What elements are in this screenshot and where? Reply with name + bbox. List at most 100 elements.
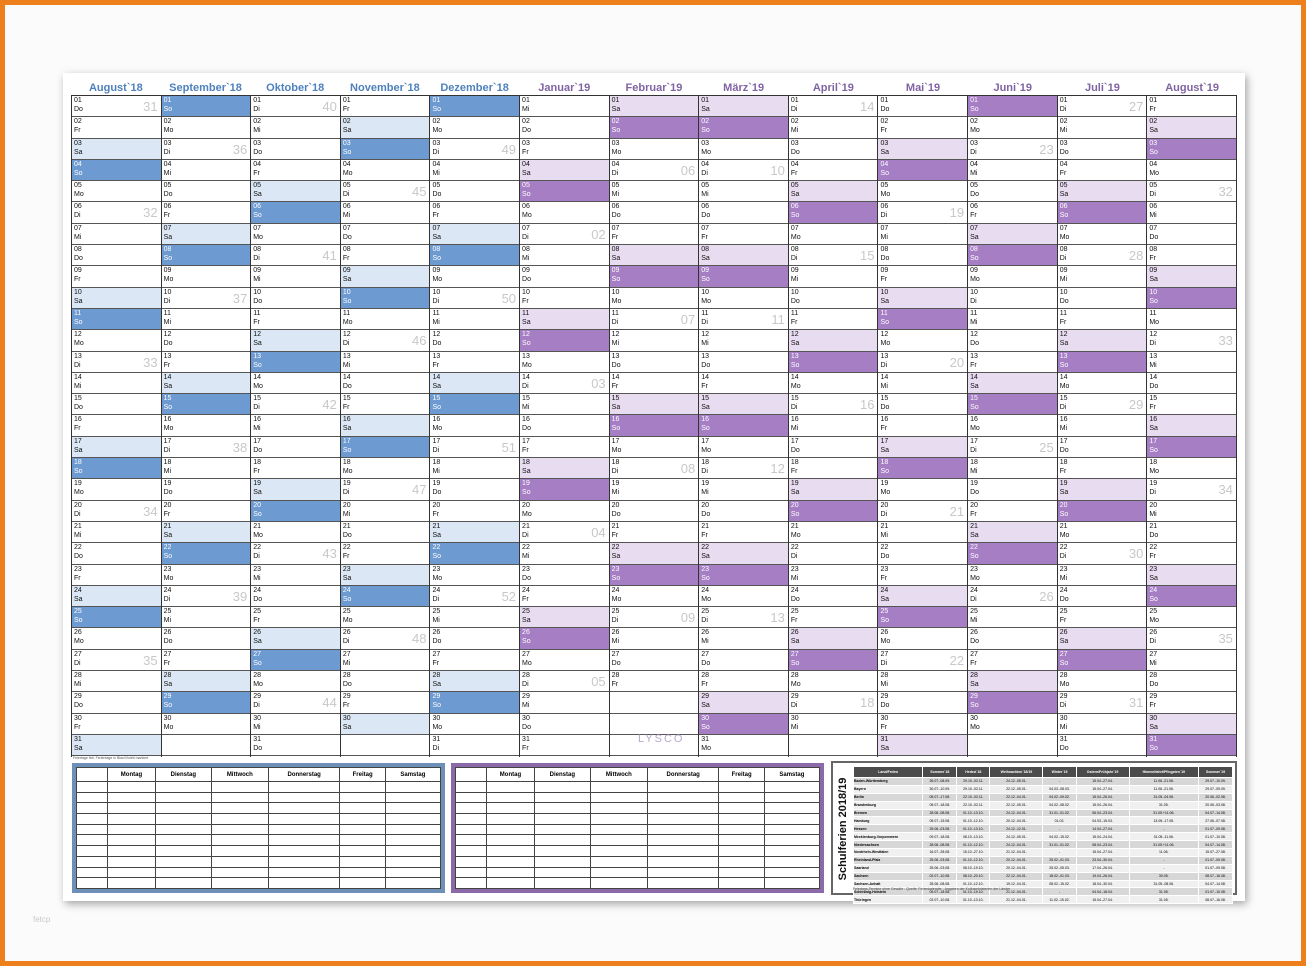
week-planner-cell[interactable] <box>107 877 156 889</box>
week-planner-cell[interactable] <box>339 823 386 836</box>
week-planner-cell[interactable] <box>646 791 720 804</box>
week-planner-cell[interactable] <box>718 834 765 847</box>
week-planner-cell[interactable] <box>267 855 341 868</box>
week-planner-cell[interactable] <box>76 781 108 793</box>
week-planner-cell[interactable] <box>455 834 487 847</box>
week-planner-cell[interactable] <box>533 823 591 836</box>
week-planner-cell[interactable] <box>339 802 386 815</box>
week-planner-cell[interactable] <box>210 845 269 857</box>
week-planner-cell[interactable] <box>763 877 821 889</box>
week-planner-cell[interactable] <box>210 855 269 868</box>
week-planner-cell[interactable] <box>384 791 442 804</box>
week-planner-cell[interactable] <box>533 813 591 825</box>
week-planner-cell[interactable] <box>339 813 386 825</box>
week-planner-cell[interactable] <box>384 866 442 879</box>
week-planner-cell[interactable] <box>384 877 442 889</box>
week-planner-cell[interactable] <box>154 866 212 879</box>
week-planner-cell[interactable] <box>107 802 156 815</box>
week-planner-cell[interactable] <box>646 813 720 825</box>
week-planner-cell[interactable] <box>76 791 108 804</box>
week-planner-cell[interactable] <box>486 834 535 847</box>
week-planner-cell[interactable] <box>486 791 535 804</box>
week-planner-cell[interactable] <box>718 877 765 889</box>
week-planner-cell[interactable] <box>718 823 765 836</box>
week-planner-cell[interactable] <box>210 877 269 889</box>
week-planner-cell[interactable] <box>646 823 720 836</box>
week-planner-cell[interactable] <box>210 802 269 815</box>
week-planner-cell[interactable] <box>486 823 535 836</box>
week-planner-cell[interactable] <box>210 823 269 836</box>
week-planner-cell[interactable] <box>646 866 720 879</box>
week-planner-cell[interactable] <box>384 834 442 847</box>
week-planner-cell[interactable] <box>267 802 341 815</box>
week-planner-cell[interactable] <box>339 877 386 889</box>
week-planner-cell[interactable] <box>646 834 720 847</box>
week-planner-cell[interactable] <box>589 855 648 868</box>
week-planner-cell[interactable] <box>267 845 341 857</box>
week-planner-cell[interactable] <box>267 834 341 847</box>
week-planner-cell[interactable] <box>76 813 108 825</box>
week-planner-cell[interactable] <box>339 866 386 879</box>
week-planner-cell[interactable] <box>486 813 535 825</box>
week-planner-cell[interactable] <box>339 855 386 868</box>
week-planner-cell[interactable] <box>210 791 269 804</box>
week-planner-cell[interactable] <box>384 813 442 825</box>
week-planner-cell[interactable] <box>763 813 821 825</box>
week-planner-cell[interactable] <box>455 813 487 825</box>
week-planner-cell[interactable] <box>384 855 442 868</box>
week-planner-cell[interactable] <box>210 781 269 793</box>
week-planner-cell[interactable] <box>589 813 648 825</box>
week-planner-cell[interactable] <box>718 845 765 857</box>
week-planner-cell[interactable] <box>154 855 212 868</box>
week-planner-cell[interactable] <box>339 791 386 804</box>
week-planner-cell[interactable] <box>486 877 535 889</box>
week-planner-cell[interactable] <box>154 802 212 815</box>
week-planner-cell[interactable] <box>455 791 487 804</box>
week-planner-cell[interactable] <box>76 877 108 889</box>
week-planner-cell[interactable] <box>384 823 442 836</box>
week-planner-cell[interactable] <box>154 845 212 857</box>
week-planner-cell[interactable] <box>646 877 720 889</box>
week-planner-cell[interactable] <box>533 845 591 857</box>
week-planner-cell[interactable] <box>267 877 341 889</box>
week-planner-cell[interactable] <box>589 802 648 815</box>
week-planner-cell[interactable] <box>646 781 720 793</box>
week-planner-cell[interactable] <box>533 855 591 868</box>
week-planner-cell[interactable] <box>763 845 821 857</box>
week-planner-cell[interactable] <box>210 813 269 825</box>
week-planner-cell[interactable] <box>339 845 386 857</box>
week-planner-cell[interactable] <box>763 781 821 793</box>
week-planner-cell[interactable] <box>718 813 765 825</box>
week-planner-cell[interactable] <box>154 813 212 825</box>
week-planner-cell[interactable] <box>154 877 212 889</box>
week-planner-cell[interactable] <box>76 802 108 815</box>
week-planner-cell[interactable] <box>154 791 212 804</box>
week-planner-cell[interactable] <box>107 823 156 836</box>
week-planner-cell[interactable] <box>763 866 821 879</box>
week-planner-cell[interactable] <box>486 855 535 868</box>
week-planner-cell[interactable] <box>76 866 108 879</box>
week-planner-cell[interactable] <box>533 781 591 793</box>
week-planner-cell[interactable] <box>646 855 720 868</box>
week-planner-cell[interactable] <box>533 877 591 889</box>
week-planner-cell[interactable] <box>384 845 442 857</box>
week-planner-cell[interactable] <box>267 823 341 836</box>
week-planner-cell[interactable] <box>455 802 487 815</box>
week-planner-cell[interactable] <box>763 855 821 868</box>
week-planner-cell[interactable] <box>455 855 487 868</box>
week-planner-cell[interactable] <box>455 845 487 857</box>
week-planner-cell[interactable] <box>267 791 341 804</box>
week-planner-cell[interactable] <box>267 781 341 793</box>
week-planner-cell[interactable] <box>589 845 648 857</box>
week-planner-cell[interactable] <box>533 866 591 879</box>
week-planner-cell[interactable] <box>76 823 108 836</box>
week-planner-cell[interactable] <box>718 781 765 793</box>
week-planner-cell[interactable] <box>107 845 156 857</box>
week-planner-cell[interactable] <box>267 813 341 825</box>
week-planner-cell[interactable] <box>107 834 156 847</box>
week-planner-cell[interactable] <box>76 845 108 857</box>
week-planner-cell[interactable] <box>210 834 269 847</box>
week-planner-cell[interactable] <box>589 877 648 889</box>
week-planner-cell[interactable] <box>589 781 648 793</box>
week-planner-cell[interactable] <box>339 834 386 847</box>
